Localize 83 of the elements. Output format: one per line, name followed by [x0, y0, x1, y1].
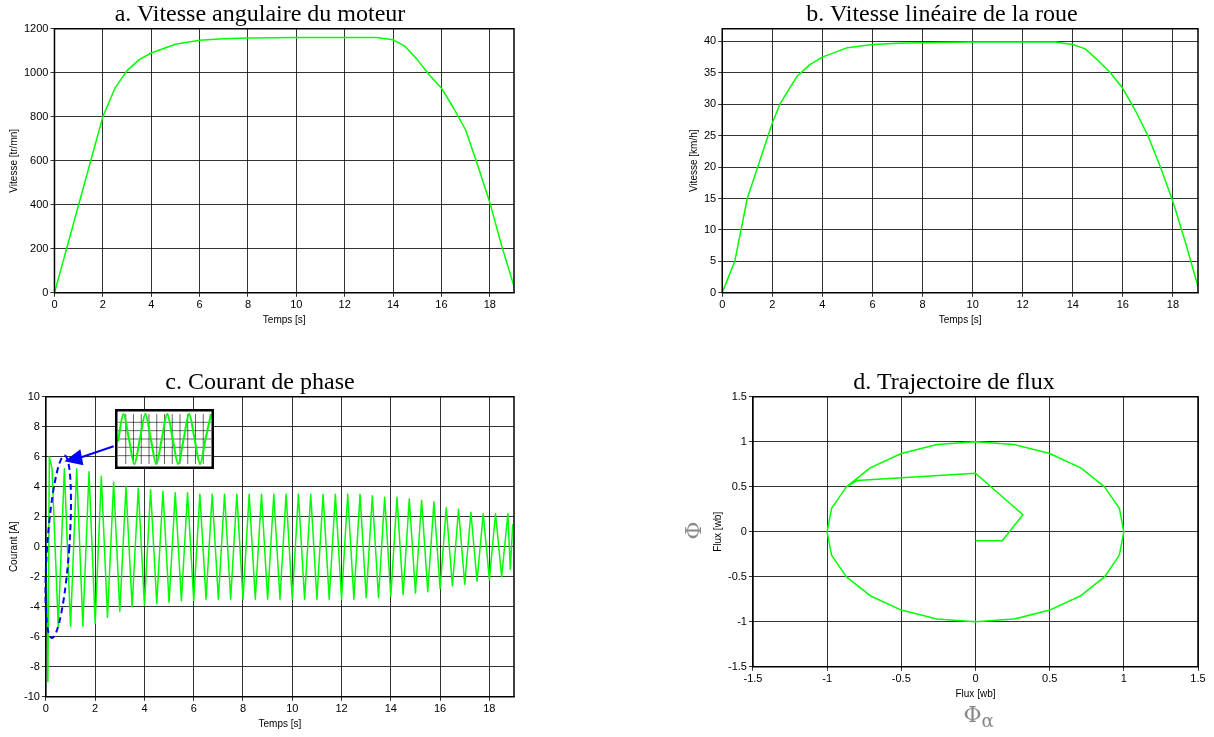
y-tick-label: 1: [740, 434, 747, 447]
y-tick-label: -0.5: [727, 569, 747, 582]
x-tick-label: 4: [819, 298, 826, 311]
y-axis-title: Courant [A]: [7, 521, 19, 573]
x-tick-label: 16: [435, 298, 448, 311]
x-tick-label: 1: [1120, 672, 1127, 685]
text: Φ: [680, 521, 706, 540]
x-tick-label: 18: [483, 702, 496, 715]
x-tick-label: 12: [338, 298, 351, 311]
y-tick-label: 4: [33, 479, 40, 492]
y-tick-label: 6: [33, 449, 40, 462]
x-tick-label: 10: [290, 298, 303, 311]
x-tick-label: 18: [1166, 298, 1180, 311]
y-tick-label: 200: [30, 241, 49, 254]
y-tick-label: 0: [710, 285, 717, 298]
y-tick-label: 35: [703, 65, 717, 78]
y-tick-label: 5: [710, 254, 717, 267]
y-tick-label: -4: [30, 599, 40, 612]
y-tick-label: 1.5: [731, 389, 747, 402]
x-tick-label: 8: [239, 702, 247, 715]
x-tick-label: 14: [384, 702, 397, 715]
y-tick-label: -2: [30, 569, 40, 582]
y-tick-label: 20: [703, 160, 717, 173]
y-tick-label: -8: [30, 659, 40, 672]
y-tick-label: 2: [33, 509, 40, 522]
x-tick-label: 0.5: [1042, 672, 1058, 685]
x-tick-label: -0.5: [891, 672, 911, 685]
x-axis-title: Flux [wb]: [955, 687, 996, 699]
x-tick-label: 0: [51, 298, 58, 311]
y-tick-label: 400: [30, 197, 49, 210]
y-tick-label: 15: [703, 191, 717, 204]
chart-title: b. Vitesse linéaire de la roue: [806, 0, 1078, 26]
chart-title: c. Courant de phase: [165, 367, 355, 394]
y-tick-label: -1: [737, 614, 747, 627]
y-axis-title: Vitesse [km/h]: [687, 129, 699, 193]
y-tick-label: 0.5: [731, 479, 747, 492]
chart-title: a. Vitesse angulaire du moteur: [114, 0, 406, 26]
x-tick-label: -1: [822, 672, 833, 685]
y-axis-title: Vitesse [tr/mn]: [7, 128, 19, 193]
x-tick-label: 4: [141, 702, 148, 715]
y-tick-label: -6: [30, 629, 40, 642]
x-tick-label: 16: [1116, 298, 1129, 311]
y-tick-label: -10: [23, 689, 40, 702]
y-axis-title: Flux [wb]: [711, 511, 723, 552]
x-tick-label: 16: [433, 702, 447, 715]
x-tick-label: 6: [190, 702, 197, 715]
y-tick-label: 600: [30, 153, 49, 166]
x-axis-title: Temps [s]: [258, 717, 302, 729]
x-tick-label: 2: [769, 298, 776, 311]
x-axis-title: Temps [s]: [262, 313, 306, 325]
y-tick-label: 25: [703, 128, 717, 141]
y-tick-label: 800: [30, 109, 49, 122]
x-tick-label: 10: [286, 702, 299, 715]
x-tick-label: 1.5: [1190, 672, 1206, 685]
x-axis-title: Temps [s]: [938, 313, 982, 325]
text: Φ$_{α}$: [963, 702, 994, 732]
x-tick-label: 14: [1066, 298, 1079, 311]
x-tick-label: 10: [966, 298, 979, 311]
y-tick-label: 1200: [23, 21, 49, 34]
x-tick-label: 18: [483, 298, 496, 311]
x-tick-label: 8: [244, 298, 252, 311]
x-tick-label: 12: [1016, 298, 1029, 311]
y-tick-label: 10: [703, 222, 717, 235]
y-tick-label: 8: [33, 419, 40, 432]
y-tick-label: 40: [703, 34, 717, 47]
y-tick-label: 30: [703, 97, 717, 110]
y-tick-label: 0: [42, 285, 49, 298]
x-tick-label: 4: [148, 298, 155, 311]
y-tick-label: 10: [27, 389, 40, 402]
x-tick-label: 0: [719, 298, 726, 311]
y-tick-label: 1000: [23, 65, 49, 78]
y-tick-label: 0: [740, 524, 747, 537]
x-tick-label: 12: [335, 702, 348, 715]
x-tick-label: 2: [99, 298, 106, 311]
x-tick-label: 14: [386, 298, 400, 311]
x-tick-label: 0: [972, 672, 979, 685]
x-tick-label: 6: [196, 298, 203, 311]
x-tick-label: 2: [92, 702, 99, 715]
y-tick-label: 0: [33, 539, 40, 552]
x-tick-label: 6: [869, 298, 876, 311]
y-tick-label: -1.5: [727, 659, 747, 672]
x-tick-label: 8: [919, 298, 926, 311]
chart-title: d. Trajectoire de flux: [853, 367, 1055, 394]
